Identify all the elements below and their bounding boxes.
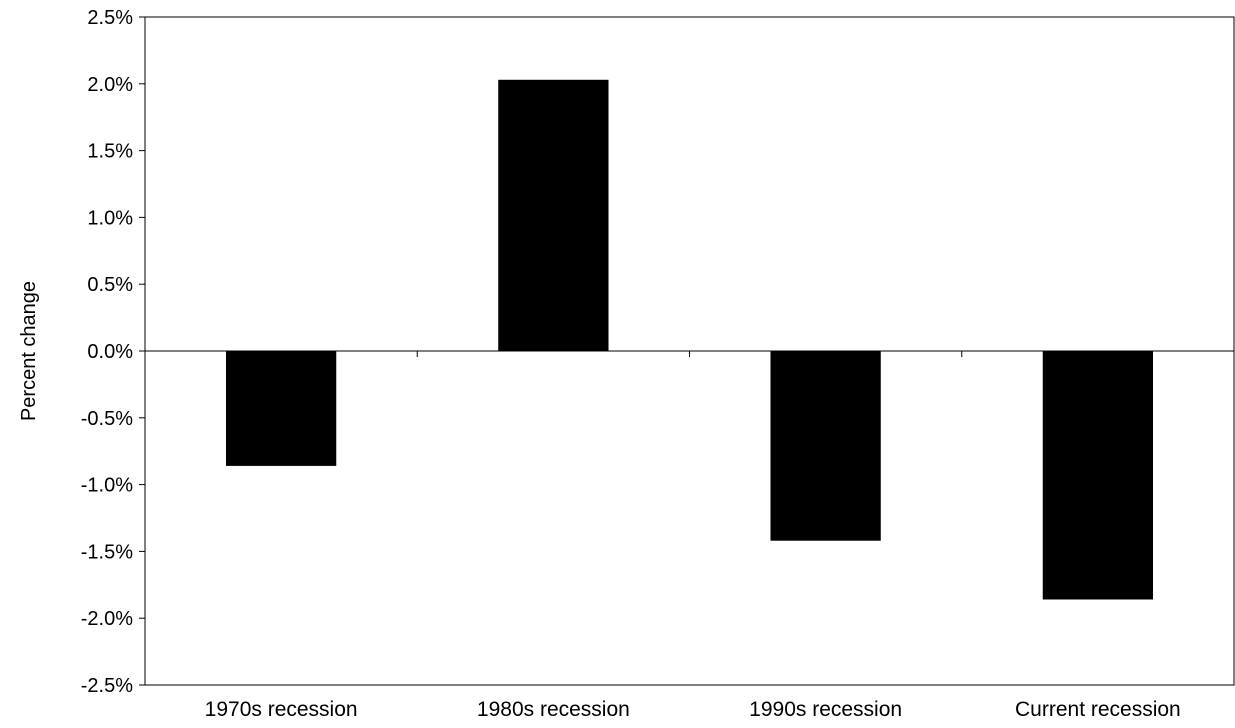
y-tick-label: 0.0% [87,341,133,363]
axes-layer [139,16,1234,686]
bar [498,79,609,352]
x-category-label: Current recession [1015,698,1181,721]
bar [1042,351,1154,600]
y-tick-label: 1.0% [87,207,133,229]
bar [770,351,881,541]
y-tick-label: 0.5% [87,274,133,296]
x-category-label: 1970s recession [205,698,358,721]
bar [225,351,337,466]
y-tick-label: -2.0% [81,608,133,630]
y-tick-label: -0.5% [81,408,133,430]
y-tick-label: 2.5% [87,7,133,29]
y-tick-label: 2.0% [87,74,133,96]
labels-layer: 2.5% 2.0% 1.5% 1.0% 0.5% 0.0% -0.5% -1.0% -1.5% -… [81,7,1181,721]
x-category-label: 1990s recession [749,698,902,721]
y-tick-label: -2.5% [81,675,133,697]
y-tick-label: 1.5% [87,141,133,163]
y-tick-label: -1.0% [81,475,133,497]
y-tick-label: -1.5% [81,541,133,563]
y-axis-title: Percent change [18,281,40,421]
x-category-label: 1980s recession [477,698,630,721]
bars-layer [225,79,1154,600]
